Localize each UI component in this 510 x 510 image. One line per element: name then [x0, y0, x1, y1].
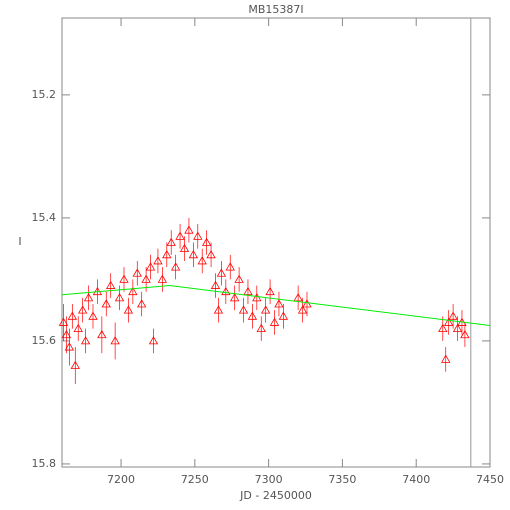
data-point — [443, 317, 454, 326]
data-point — [188, 249, 199, 259]
y-axis-label: I — [18, 235, 21, 248]
data-point — [234, 274, 244, 283]
y-tick-label: 15.2 — [32, 88, 57, 101]
chart-title: MB15387I — [248, 3, 303, 16]
data-point — [157, 274, 168, 283]
data-point — [238, 305, 249, 314]
data-point — [145, 262, 156, 271]
y-tick-label: 15.8 — [32, 457, 57, 470]
data-point — [153, 256, 163, 265]
data-point — [243, 286, 253, 296]
data-point — [97, 329, 107, 339]
y-tick-label: 15.4 — [32, 211, 57, 224]
data-point — [256, 323, 266, 333]
x-axis-label: JD - 2450000 — [239, 489, 312, 502]
data-point — [141, 274, 151, 283]
data-point — [83, 293, 94, 302]
data-point — [293, 293, 303, 302]
data-point — [210, 280, 221, 289]
data-point — [297, 305, 308, 314]
data-point — [73, 323, 83, 333]
data-point — [80, 336, 91, 345]
data-point — [448, 311, 458, 320]
data-point — [110, 336, 120, 345]
data-point — [206, 249, 216, 259]
data-point — [70, 360, 80, 369]
plot-frame — [61, 17, 491, 468]
data-point — [166, 237, 176, 246]
data-point — [221, 286, 231, 296]
x-tick-label: 7200 — [107, 473, 135, 486]
data-point — [77, 305, 88, 314]
data-point — [137, 299, 147, 308]
data-point — [460, 329, 470, 339]
data-point — [101, 299, 111, 308]
data-point — [184, 225, 194, 234]
data-point — [278, 311, 289, 320]
data-point — [175, 231, 185, 240]
data-point — [170, 262, 181, 271]
x-tick-label: 7350 — [328, 473, 356, 486]
data-point — [179, 243, 190, 253]
data-point — [64, 342, 75, 351]
data-point — [58, 317, 69, 326]
data-point — [128, 286, 138, 296]
data-point — [260, 305, 271, 314]
data-point — [247, 311, 258, 320]
data-point — [114, 293, 125, 302]
data-point — [201, 237, 212, 246]
x-tick-label: 7450 — [476, 473, 504, 486]
data-point — [197, 256, 207, 265]
data-point — [274, 299, 284, 308]
data-point — [123, 305, 134, 314]
model-line — [61, 285, 491, 327]
data-point — [252, 293, 262, 302]
data-point — [452, 323, 463, 333]
data-point — [162, 249, 172, 259]
data-point — [269, 317, 280, 326]
data-point — [61, 329, 72, 339]
data-point — [119, 274, 129, 283]
data-point — [438, 323, 448, 333]
data-point — [132, 268, 142, 277]
data-point — [216, 268, 227, 277]
data-point — [193, 231, 203, 240]
x-tick-label: 7250 — [181, 473, 209, 486]
data-point — [441, 354, 451, 363]
data-point — [302, 299, 312, 308]
data-point — [88, 311, 98, 320]
data-point — [148, 336, 159, 345]
data-point — [225, 262, 235, 271]
data-point — [106, 280, 116, 289]
x-tick-label: 7300 — [255, 473, 283, 486]
data-point — [265, 286, 275, 296]
data-point — [229, 293, 240, 302]
x-tick-label: 7400 — [402, 473, 430, 486]
data-point — [213, 305, 224, 314]
data-point — [67, 311, 78, 320]
y-tick-label: 15.6 — [32, 334, 57, 347]
